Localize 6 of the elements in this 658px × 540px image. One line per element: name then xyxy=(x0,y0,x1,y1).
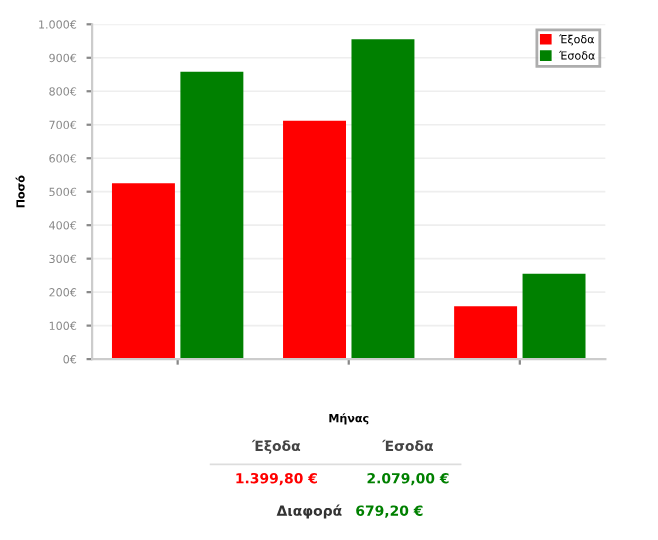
bar xyxy=(351,39,415,360)
bar xyxy=(111,183,175,360)
bar xyxy=(283,120,346,360)
bar xyxy=(180,71,244,360)
bar xyxy=(454,306,518,360)
bar xyxy=(522,273,586,360)
